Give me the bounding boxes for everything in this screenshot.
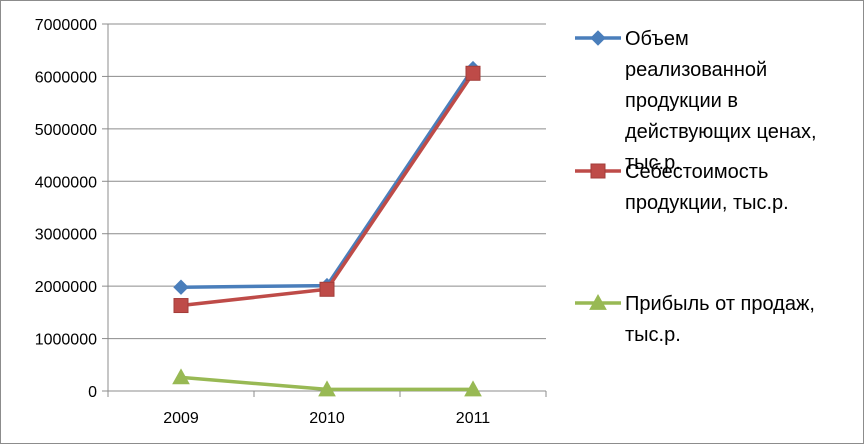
- data-point: [318, 380, 336, 397]
- legend-label-line: продукции в: [625, 90, 738, 112]
- data-point: [172, 368, 190, 385]
- y-tick-label: 3000000: [35, 227, 97, 244]
- y-tick-label: 2000000: [35, 279, 97, 296]
- legend: Объем реализованной продукции в действующих…: [575, 28, 817, 346]
- legend-swatch-marker: [589, 293, 607, 310]
- series-line: [180, 67, 475, 289]
- legend-label-line: продукции, тыс.р.: [625, 192, 789, 214]
- series-line: [180, 72, 475, 308]
- series-2: [173, 65, 481, 314]
- data-point: [465, 65, 481, 81]
- data-point: [173, 279, 189, 295]
- series-3: [172, 368, 482, 397]
- legend-item-3: Прибыль от продаж, тыс.р.: [575, 293, 815, 346]
- legend-label-line: тыс.р.: [625, 152, 681, 174]
- legend-item-2: Себестоимость продукции, тыс.р.: [575, 161, 789, 214]
- legend-swatch-marker: [590, 30, 606, 46]
- data-point: [319, 281, 335, 297]
- series-lines: [172, 60, 482, 397]
- y-tick-label: 5000000: [35, 122, 97, 139]
- x-tick-labels: 2009 2010 2011: [163, 410, 490, 427]
- legend-label-line: действующих ценах,: [625, 121, 817, 143]
- legend-label-line: реализованной: [625, 59, 767, 81]
- y-tick-labels: 0 1000000 2000000 3000000 4000000 5000000 6000…: [35, 17, 97, 401]
- legend-swatch-marker: [590, 163, 606, 179]
- legend-label-line: Прибыль от продаж,: [625, 293, 815, 315]
- data-point: [464, 380, 482, 397]
- y-tick-label: 4000000: [35, 174, 97, 191]
- legend-label-line: тыс.р.: [625, 324, 681, 346]
- x-tick-label: 2011: [456, 410, 491, 427]
- x-tick-label: 2010: [309, 410, 345, 427]
- x-tick-label: 2009: [163, 410, 199, 427]
- legend-label-line: Себестоимость: [625, 161, 768, 183]
- y-tick-label: 0: [88, 384, 97, 401]
- data-point: [173, 298, 189, 314]
- series-1: [173, 60, 481, 295]
- y-tick-label: 7000000: [35, 17, 97, 34]
- legend-item-1: Объем реализованной продукции в действующих…: [575, 28, 817, 174]
- y-tick-label: 6000000: [35, 69, 97, 86]
- y-tick-label: 1000000: [35, 332, 97, 349]
- legend-label-line: Объем: [625, 28, 689, 50]
